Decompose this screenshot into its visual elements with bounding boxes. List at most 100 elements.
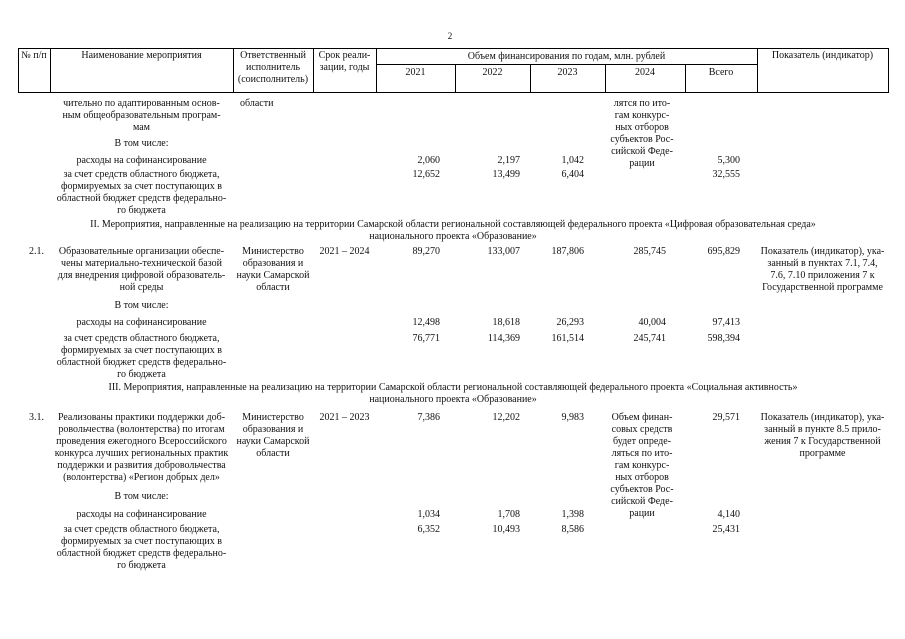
text-line: субъектов Рос- — [610, 134, 674, 145]
header-cell: Срок реали-зации, годы — [313, 50, 376, 74]
text-line: совых средств — [611, 424, 673, 435]
text-line: го бюджета — [117, 205, 166, 216]
rule — [530, 64, 531, 93]
text-line: за счет средств областного бюджета, — [63, 333, 220, 344]
amount: 2,197 — [497, 155, 521, 166]
amount: 32,555 — [712, 169, 741, 180]
text-line: сийской Феде- — [611, 496, 673, 507]
header-cell: Наименование мероприятия — [81, 50, 202, 61]
rule — [376, 48, 377, 93]
text-line: науки Самарской — [236, 270, 310, 281]
amount: 161,514 — [551, 333, 585, 344]
amount: 695,829 — [707, 246, 741, 257]
text-line: будет опреде- — [613, 436, 671, 447]
text-line: го бюджета — [117, 369, 166, 380]
text-line: формируемых за счет поступающих в — [60, 536, 222, 547]
amount: 1,042 — [561, 155, 585, 166]
cell-text: В том числе: — [114, 138, 169, 149]
header-cell: 2022 — [482, 67, 503, 78]
amount: 1,708 — [497, 509, 521, 520]
amount: 12,652 — [412, 169, 441, 180]
cell-text: 2021 – 2023 — [319, 412, 370, 423]
text-line: Показатель (индикатор), ука- — [760, 246, 885, 257]
amount: 1,398 — [561, 509, 585, 520]
text-line: ным общеобразовательным програм- — [62, 110, 221, 121]
amount: 2,060 — [417, 155, 441, 166]
amount: 6,352 — [417, 524, 441, 535]
text-line: формируемых за счет поступающих в — [60, 345, 222, 356]
cell-text: В том числе: — [114, 491, 169, 502]
amount: 5,300 — [717, 155, 741, 166]
text-line: жения 7 к Государственной — [764, 436, 881, 447]
rule — [455, 64, 456, 93]
header-cell: Всего — [708, 67, 734, 78]
text-line: области — [256, 448, 290, 459]
text-line: исполнитель — [245, 62, 301, 73]
amount: 1,034 — [417, 509, 441, 520]
text-line: сийской Феде- — [611, 146, 673, 157]
amount: 187,806 — [551, 246, 585, 257]
rule — [313, 48, 314, 93]
text-line: за счет средств областного бюджета, — [63, 524, 220, 535]
cell-text: Образовательные организации обеспе-чены … — [50, 246, 233, 294]
text-line: ной среды — [119, 282, 164, 293]
cell-text: Министерство образования и науки Самарской… — [233, 412, 313, 460]
text-line: программе — [799, 448, 846, 459]
text-line: национального проекта «Образование» — [369, 394, 537, 405]
text-line: образования и — [242, 424, 304, 435]
text-line: области — [256, 282, 290, 293]
text-line: Министерство — [242, 246, 304, 257]
rule — [888, 48, 889, 93]
cell-text: лятся по ито-гам конкурс-ных отборов субъ… — [603, 98, 681, 170]
cell-text: Реализованы практики поддержки доб-ровол… — [50, 412, 233, 484]
amount: 26,293 — [556, 317, 585, 328]
rule — [757, 48, 758, 93]
amount: 598,394 — [707, 333, 741, 344]
text-line: рации — [629, 508, 655, 519]
cell-text: 2.1. — [29, 246, 44, 257]
cell-text: Министерство образования и науки Самарской… — [233, 246, 313, 294]
header-cell: 2023 — [557, 67, 578, 78]
text-line: рации — [629, 158, 655, 169]
text-line: Государственной программе — [762, 282, 883, 293]
text-line: чены материально-технической базой — [61, 258, 222, 269]
text-line: областной бюджет средств федерально- — [56, 193, 227, 204]
amount: 29,571 — [712, 412, 741, 423]
text-line: Показатель (индикатор), ука- — [760, 412, 885, 423]
cell-text: за счет средств областного бюджета, форми… — [50, 524, 233, 572]
text-line: конкурса лучших региональных практик — [54, 448, 229, 459]
text-line: чительно по адаптированным основ- — [63, 98, 220, 109]
cell-text: области — [240, 98, 274, 109]
text-line: областной бюджет средств федерально- — [56, 548, 227, 559]
header-cell: Показатель (индикатор) — [771, 50, 874, 61]
text-line: лятся по ито- — [613, 98, 671, 109]
cell-text: чительно по адаптированным основ-ным общ… — [50, 98, 233, 134]
amount: 6,404 — [561, 169, 585, 180]
text-line: Ответственный — [240, 50, 306, 61]
text-line: формируемых за счет поступающих в — [60, 181, 222, 192]
text-line: для внедрения цифровой образователь- — [57, 270, 226, 281]
amount: 12,202 — [492, 412, 521, 423]
cell-text: расходы на софинансирование — [76, 509, 207, 520]
text-line: Образовательные организации обеспе- — [58, 246, 225, 257]
text-line: зации, годы — [319, 62, 370, 73]
amount: 25,431 — [712, 524, 741, 535]
header-cell: Объем финансирования по годам, млн. рубл… — [467, 51, 666, 62]
text-line: областной бюджет средств федерально- — [56, 357, 227, 368]
amount: 76,771 — [412, 333, 441, 344]
header-cell: Ответственный исполнитель (соисполнитель) — [233, 50, 313, 86]
text-line: (волонтерства) «Регион добрых дел» — [63, 472, 220, 483]
text-line: ных отборов — [615, 122, 669, 133]
cell-text: 2021 – 2024 — [319, 246, 370, 257]
amount: 97,413 — [712, 317, 741, 328]
rule — [233, 48, 234, 93]
header-cell: 2024 — [635, 67, 655, 78]
cell-text: Показатель (индикатор), ука-занный в пун… — [757, 412, 888, 460]
amount: 40,004 — [638, 317, 667, 328]
amount: 133,007 — [487, 246, 521, 257]
amount: 285,745 — [633, 246, 667, 257]
cell-text: за счет средств областного бюджета, форми… — [50, 169, 233, 217]
rule — [18, 48, 19, 93]
amount: 7,386 — [417, 412, 441, 423]
